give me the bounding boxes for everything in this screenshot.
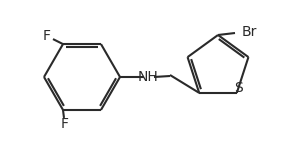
Text: F: F bbox=[61, 117, 69, 131]
Text: S: S bbox=[234, 81, 243, 95]
Text: NH: NH bbox=[138, 70, 159, 84]
Text: Br: Br bbox=[241, 25, 257, 39]
Text: F: F bbox=[43, 29, 51, 43]
